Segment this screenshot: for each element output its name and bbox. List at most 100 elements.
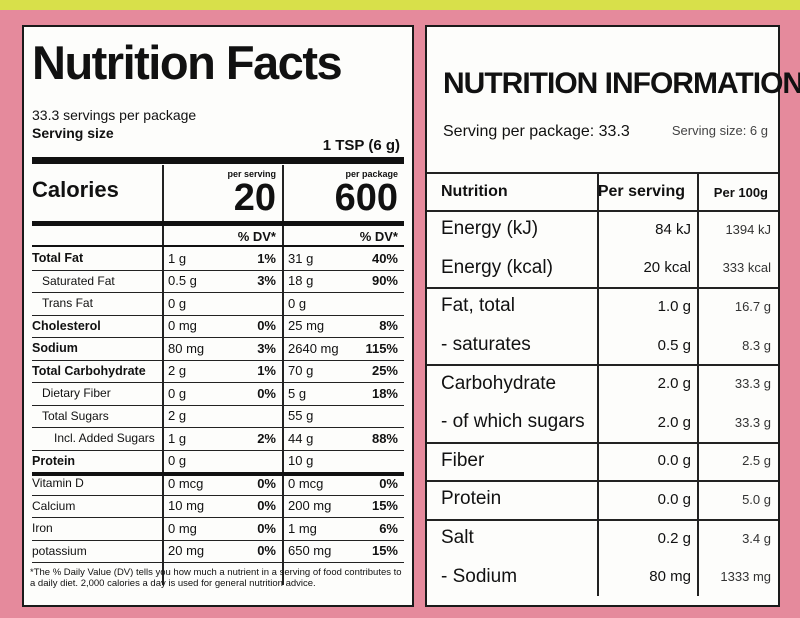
row: Fiber 0.0 g 2.5 g: [427, 441, 779, 483]
row: potassium 20 mg 0% 650 mg 15%: [32, 540, 404, 563]
table: Nutrition Per serving Per 100g Energy (kJ) 8…: [427, 172, 778, 605]
nutrient-name: Trans Fat: [42, 296, 93, 311]
row: Carbohydrate 2.0 g 33.3 g: [427, 364, 778, 403]
nutrient-name: Protein: [441, 488, 502, 510]
divider: [162, 165, 164, 585]
row: Energy (kcal) 20 kcal 333 kcal: [427, 248, 779, 290]
row: Incl. Added Sugars 1 g 2% 44 g 88%: [32, 427, 404, 451]
per-serving: 0.0 g: [597, 480, 699, 519]
serving-dv: 2%: [257, 430, 276, 446]
nutrient-name: Incl. Added Sugars: [54, 431, 155, 446]
serving-size: 1 TSP (6 g): [322, 137, 400, 154]
package-amount: 31 g: [288, 250, 314, 266]
nutrient-name: - Sodium: [441, 565, 518, 587]
per-100g: 16.7 g: [697, 287, 779, 326]
per-serving: 2.0 g: [597, 364, 699, 403]
footnote: *The % Daily Value (DV) tells you how mu…: [30, 567, 402, 589]
per-serving: 0.5 g: [597, 325, 699, 365]
row: Cholesterol 0 mg 0% 25 mg 8%: [32, 315, 404, 338]
serving-amount: 0.5 g: [168, 273, 197, 289]
thick-rule: [32, 157, 404, 164]
servings: Serving per package: 33.3: [443, 123, 630, 140]
serving-amount: 2 g: [168, 363, 187, 379]
nutrient-name: potassium: [32, 543, 87, 558]
package-amount: 1 mg: [288, 520, 317, 536]
row: Total Sugars 2 g 55 g: [32, 405, 404, 428]
serving-dv: 1%: [257, 363, 276, 379]
row: Total Fat 1 g 1% 31 g 40%: [32, 247, 404, 271]
nutrient-name: Carbohydrate: [441, 372, 557, 394]
row: Trans Fat 0 g 0 g: [32, 292, 404, 316]
package-dv: 115%: [365, 340, 398, 356]
dv-header: % DV*: [237, 229, 276, 244]
serving-amount: 80 mg: [168, 340, 205, 356]
row: Energy (kJ) 84 kJ 1394 kJ: [427, 210, 778, 249]
serving-dv: 3%: [257, 340, 276, 356]
package-amount: 200 mg: [288, 498, 332, 514]
serving-dv: 0%: [257, 520, 276, 536]
package-dv: 8%: [379, 318, 398, 334]
package-dv: 15%: [371, 498, 398, 514]
per-serving-calories: 20: [233, 177, 276, 219]
serving-dv: 0%: [257, 498, 276, 514]
per-serving: 2.0 g: [597, 403, 699, 442]
per-100g: 5.0 g: [697, 480, 779, 519]
serving-amount: 0 g: [168, 385, 187, 401]
nutrition-information-panel: NUTRITION INFORMATION Serving per packag…: [425, 25, 800, 607]
nutrition-facts-panel: Nutrition Facts 33.3 servings per packag…: [22, 25, 414, 607]
package-dv: 15%: [371, 543, 398, 559]
per-100g: 8.3 g: [697, 325, 779, 365]
nutrient-name: Energy (kcal): [441, 256, 553, 278]
serving-amount: 0 g: [168, 453, 187, 469]
nutrient-name: - of which sugars: [441, 411, 585, 433]
serving-dv: 0%: [257, 318, 276, 334]
nutrient-name: Calcium: [32, 498, 76, 513]
header-row: Nutrition Per serving Per 100g: [427, 174, 778, 212]
row: Fat, total 1.0 g 16.7 g: [427, 287, 778, 326]
header-cell: Nutrition: [441, 183, 508, 200]
package-dv: 6%: [379, 520, 398, 536]
serving-size: Serving size: 6 g: [671, 123, 768, 138]
serving-amount: 2 g: [168, 408, 187, 424]
package-dv: 40%: [371, 250, 398, 266]
row: Vitamin D 0 mcg 0% 0 mcg 0%: [32, 472, 404, 496]
row: - saturates 0.5 g 8.3 g: [427, 325, 779, 367]
package-amount: 55 g: [288, 408, 314, 424]
package-amount: 18 g: [288, 273, 314, 289]
package-dv: 25%: [371, 363, 398, 379]
nutrient-name: Vitamin D: [32, 476, 84, 491]
serving-amount: 10 mg: [168, 498, 205, 514]
package-amount: 10 g: [288, 453, 314, 469]
per-serving: 80 mg: [597, 557, 699, 596]
per-100g: 33.3 g: [697, 403, 779, 442]
package-amount: 2640 mg: [288, 340, 339, 356]
row: Calcium 10 mg 0% 200 mg 15%: [32, 495, 404, 518]
per-100g: 333 kcal: [697, 248, 779, 288]
row: Saturated Fat 0.5 g 3% 18 g 90%: [32, 270, 404, 293]
nutrient-name: Total Fat: [32, 251, 84, 266]
serving-dv: 3%: [257, 273, 276, 289]
per-100g: 1333 mg: [697, 557, 779, 596]
row: Total Carbohydrate 2 g 1% 70 g 25%: [32, 360, 404, 383]
thick-rule: [32, 221, 404, 226]
row: Dietary Fiber 0 g 0% 5 g 18%: [32, 382, 404, 406]
serving-amount: 0 mg: [168, 520, 197, 536]
per-package-calories: 600: [334, 177, 398, 219]
serving-amount: 1 g: [168, 250, 187, 266]
nutrient-name: Dietary Fiber: [42, 386, 111, 401]
calories-label: Calories: [32, 177, 119, 202]
package-amount: 5 g: [288, 385, 307, 401]
per-100g: 2.5 g: [697, 441, 779, 481]
per-serving-label: per serving: [227, 169, 276, 179]
serving-amount: 20 mg: [168, 543, 205, 559]
package-dv: 18%: [371, 385, 398, 401]
rule: [32, 245, 404, 247]
per-serving: 0.2 g: [597, 518, 699, 558]
nutrient-name: Fiber: [441, 449, 485, 471]
yellow-band: [0, 0, 800, 10]
row: Salt 0.2 g 3.4 g: [427, 518, 778, 558]
nutrient-name: Saturated Fat: [42, 273, 115, 288]
nutrient-name: Sodium: [32, 341, 78, 356]
nutrient-name: Salt: [441, 527, 474, 549]
package-amount: 0 mcg: [288, 475, 324, 491]
